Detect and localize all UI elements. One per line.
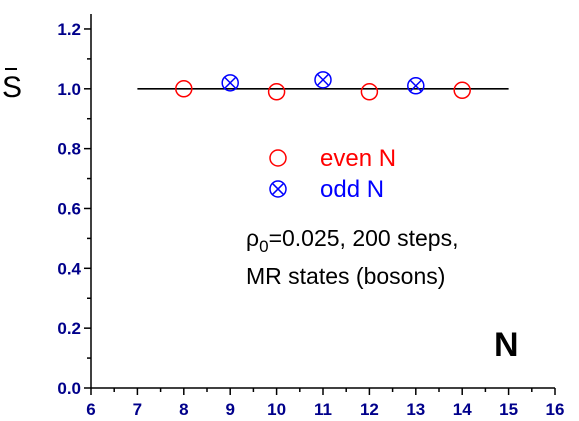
legend-label-even: even N: [320, 145, 396, 172]
data-point-even: [267, 83, 286, 101]
x-tick-label: 13: [406, 400, 425, 419]
y-axis-ticks: 0.0 0.2 0.4 0.6 0.8 1.0 1.2: [57, 20, 91, 398]
annotation-states: MR states (bosons): [246, 263, 445, 289]
x-axis-ticks: 6 7 8 9 10 11 12 13 14 15 16: [86, 388, 564, 419]
x-tick-label: 9: [225, 400, 234, 419]
legend-label-odd: odd N: [320, 176, 384, 203]
data-points: [175, 71, 471, 101]
rho-symbol: ρ: [246, 225, 259, 251]
x-tick-label: 8: [179, 400, 188, 419]
x-tick-label: 15: [499, 400, 518, 419]
x-tick-label: 10: [267, 400, 286, 419]
annotation-parameters: ρ0=0.025, 200 steps,: [246, 225, 458, 256]
x-tick-label: 14: [453, 400, 472, 419]
data-point-odd: [407, 77, 425, 95]
x-tick-label: 7: [133, 400, 142, 419]
y-tick-label: 0.4: [57, 259, 81, 278]
y-tick-label: 1.0: [57, 80, 81, 99]
y-axis-label: S: [2, 71, 22, 104]
y-tick-label: 0.6: [57, 199, 81, 218]
data-point-odd: [314, 71, 332, 89]
x-tick-label: 12: [360, 400, 379, 419]
legend-marker-even: [269, 149, 287, 167]
x-tick-label: 11: [314, 400, 332, 419]
data-point-even: [175, 80, 193, 98]
y-tick-label: 0.0: [57, 379, 81, 398]
y-tick-label: 1.2: [57, 20, 81, 39]
data-point-even: [453, 81, 471, 100]
rho-rest: =0.025, 200 steps,: [269, 225, 459, 251]
x-axis-label: N: [494, 326, 519, 364]
legend-marker-odd: [269, 180, 287, 198]
x-tick-label: 16: [546, 400, 565, 419]
data-point-even: [360, 83, 379, 101]
y-tick-label: 0.8: [57, 140, 81, 159]
legend: even N odd N: [269, 145, 396, 203]
rho-subscript: 0: [259, 237, 268, 256]
x-tick-label: 6: [86, 400, 95, 419]
y-tick-label: 0.2: [57, 319, 81, 338]
data-point-odd: [221, 74, 239, 92]
